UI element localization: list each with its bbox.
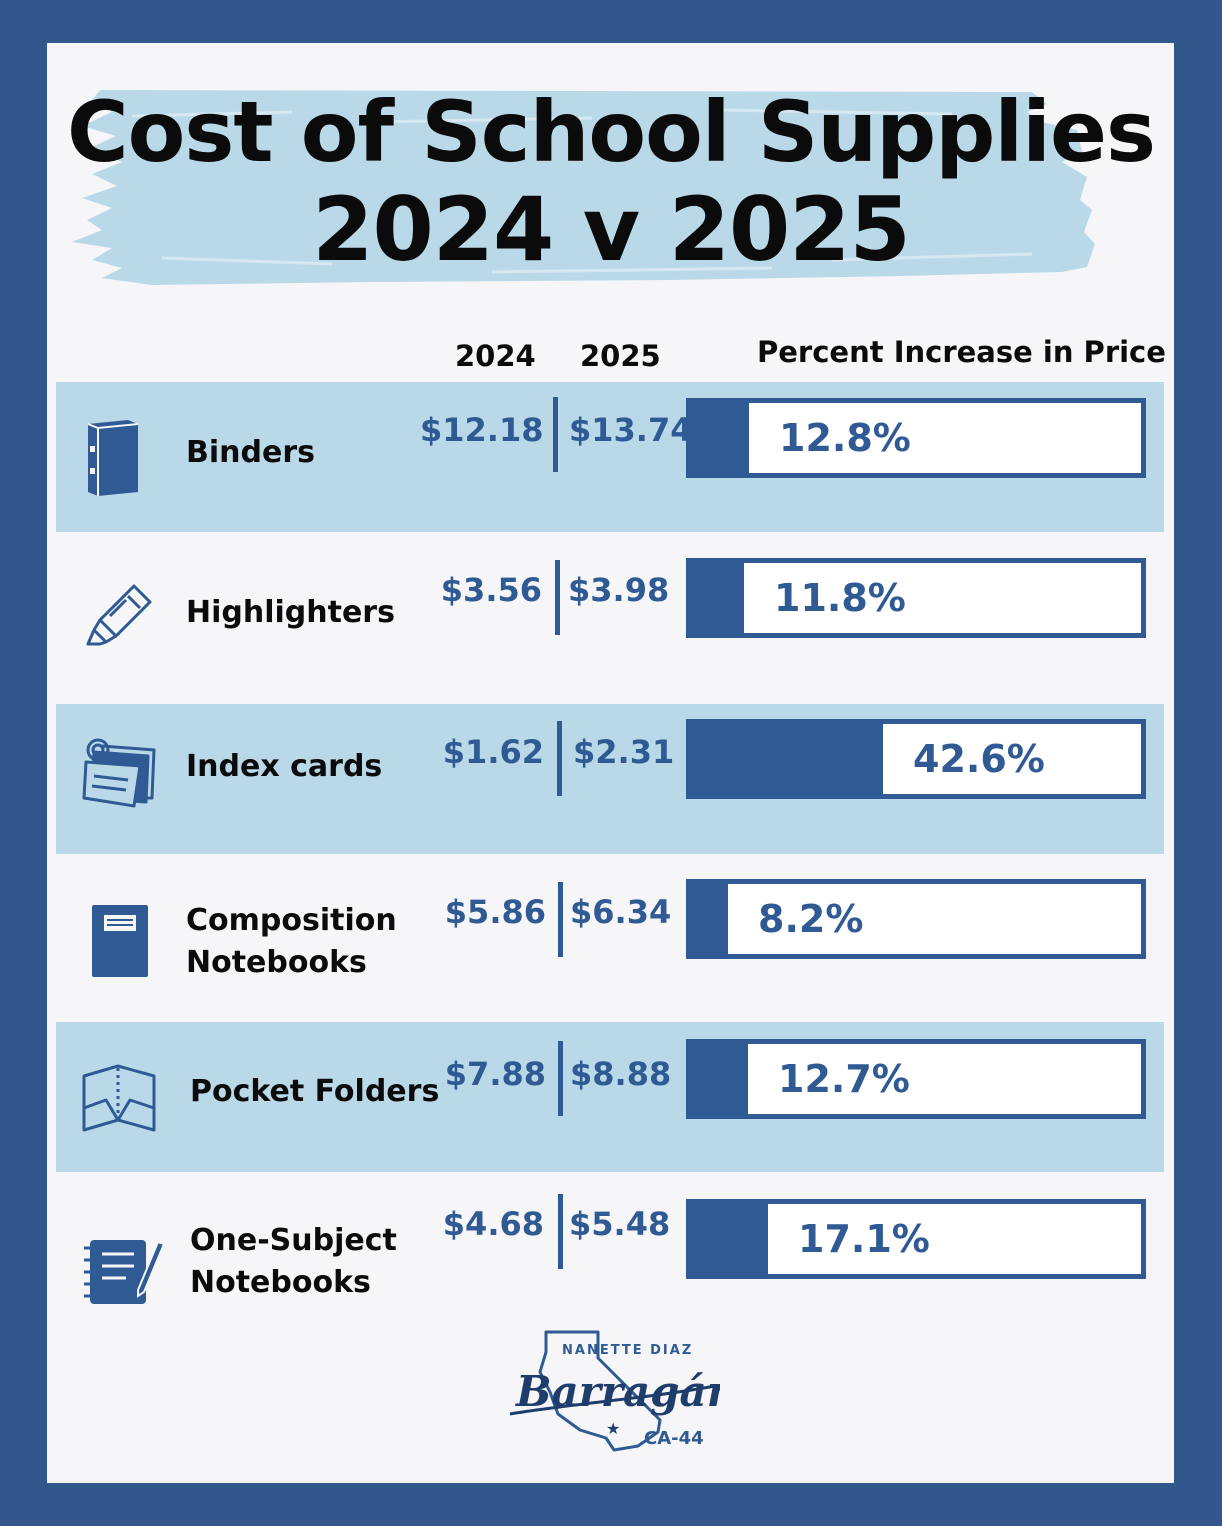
percent-bar-fill: [691, 563, 744, 633]
price-2025-binders: $13.74: [569, 411, 693, 449]
price-divider: [555, 560, 560, 635]
highlighter-icon: [86, 584, 152, 646]
column-header-percent: Percent Increase in Price: [757, 335, 1166, 369]
percent-bar-fill: [691, 1044, 748, 1114]
label-pocket-folders: Pocket Folders: [190, 1074, 440, 1109]
label-index-cards: Index cards: [186, 749, 383, 784]
barragan-ca44-logo: NANETTE DIAZ Barragán ★ CA-44: [510, 1330, 720, 1452]
logo-district-text: CA-44: [644, 1428, 704, 1449]
pocket-folder-icon: [82, 1064, 156, 1132]
column-header-2025: 2025: [580, 339, 661, 373]
price-2024-index-cards: $1.62: [442, 733, 544, 771]
percent-bar-index-cards: 42.6%: [686, 719, 1146, 799]
label-composition-notebooks: Composition Notebooks: [186, 903, 397, 980]
spiral-notebook-icon: [84, 1240, 166, 1304]
percent-bar-fill: [691, 403, 749, 473]
price-divider: [557, 721, 562, 796]
price-divider: [558, 882, 563, 957]
price-divider: [553, 397, 558, 472]
star-icon: ★: [606, 1419, 620, 1438]
price-2025-one-subject-notebooks: $5.48: [569, 1205, 671, 1243]
price-2025-index-cards: $2.31: [573, 733, 675, 771]
composition-notebook-icon: [92, 905, 148, 977]
percent-bar-fill: [691, 724, 883, 794]
percent-bar-pocket-folders: 12.7%: [686, 1039, 1146, 1119]
percent-label-composition-notebooks: 8.2%: [758, 897, 864, 941]
percent-label-index-cards: 42.6%: [913, 737, 1045, 781]
percent-label-one-subject-notebooks: 17.1%: [798, 1217, 930, 1261]
brush-stroke-background: [72, 90, 1095, 285]
percent-bar-fill: [691, 884, 728, 954]
price-2025-pocket-folders: $8.88: [570, 1055, 672, 1093]
label-binders: Binders: [186, 435, 315, 470]
price-2024-highlighters: $3.56: [440, 571, 542, 609]
price-2024-pocket-folders: $7.88: [444, 1055, 546, 1093]
price-divider: [558, 1194, 563, 1269]
title-line-1: Cost of School Supplies: [67, 83, 1156, 181]
percent-bar-fill: [691, 1204, 768, 1274]
price-2024-composition-notebooks: $5.86: [444, 893, 546, 931]
price-2025-highlighters: $3.98: [568, 571, 670, 609]
percent-bar-one-subject-notebooks: 17.1%: [686, 1199, 1146, 1279]
title-line-2: 2024 v 2025: [312, 178, 910, 281]
percent-bar-composition-notebooks: 8.2%: [686, 879, 1146, 959]
percent-label-binders: 12.8%: [779, 416, 911, 460]
percent-label-pocket-folders: 12.7%: [778, 1057, 910, 1101]
label-highlighters: Highlighters: [186, 595, 395, 630]
price-2024-one-subject-notebooks: $4.68: [442, 1205, 544, 1243]
column-header-2024: 2024: [455, 339, 536, 373]
logo-top-text: NANETTE DIAZ: [562, 1343, 693, 1358]
index-cards-icon: [82, 738, 156, 808]
price-divider: [558, 1041, 563, 1116]
binder-icon: [87, 420, 139, 496]
percent-bar-highlighters: 11.8%: [686, 558, 1146, 638]
price-2024-binders: $12.18: [420, 411, 544, 449]
percent-label-highlighters: 11.8%: [774, 576, 906, 620]
price-2025-composition-notebooks: $6.34: [570, 893, 672, 931]
percent-bar-binders: 12.8%: [686, 398, 1146, 478]
label-one-subject-notebooks: One-Subject Notebooks: [190, 1223, 397, 1300]
